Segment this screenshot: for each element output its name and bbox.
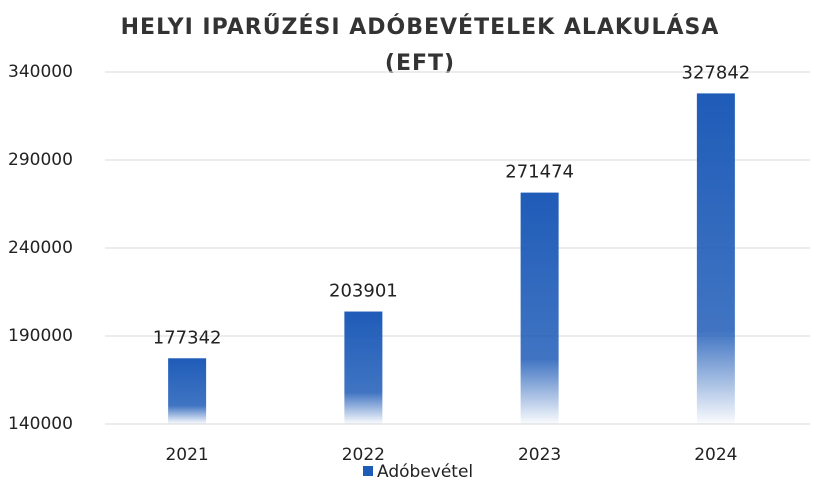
value-label: 177342 xyxy=(153,327,222,348)
y-tick-label: 290000 xyxy=(8,150,73,170)
bar xyxy=(696,93,735,425)
x-tick-label: 2023 xyxy=(518,445,561,465)
x-tick-label: 2024 xyxy=(694,445,737,465)
y-tick-label: 340000 xyxy=(8,62,73,82)
legend-swatch xyxy=(363,466,373,476)
y-tick-label: 190000 xyxy=(8,326,73,346)
y-tick-label: 240000 xyxy=(8,238,73,258)
y-tick-label: 140000 xyxy=(8,414,73,434)
x-tick-label: 2021 xyxy=(165,445,208,465)
x-tick-label: 2022 xyxy=(342,445,385,465)
chart-title: HELYI IPARŰZÉSI ADÓBEVÉTELEK ALAKULÁSA xyxy=(121,14,720,40)
bar xyxy=(168,358,207,424)
bar xyxy=(520,192,559,424)
value-label: 203901 xyxy=(329,281,398,302)
value-label: 327842 xyxy=(682,62,751,83)
bar xyxy=(344,311,383,424)
value-label: 271474 xyxy=(505,162,574,183)
legend-label: Adóbevétel xyxy=(377,462,473,482)
